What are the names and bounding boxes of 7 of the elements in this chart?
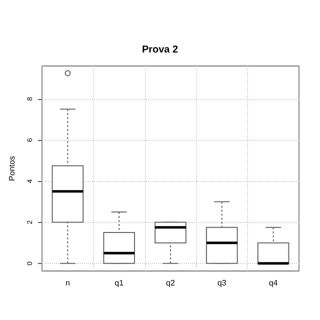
y-axis-title: Pontos — [8, 156, 16, 181]
x-tick-label: q2 — [166, 278, 176, 288]
x-tick-label: q3 — [217, 278, 227, 288]
x-tick-label: q4 — [268, 278, 278, 288]
x-tick-label: q1 — [114, 278, 124, 288]
x-tick-label: n — [65, 278, 70, 288]
chart-title: Prova 2 — [142, 44, 178, 56]
